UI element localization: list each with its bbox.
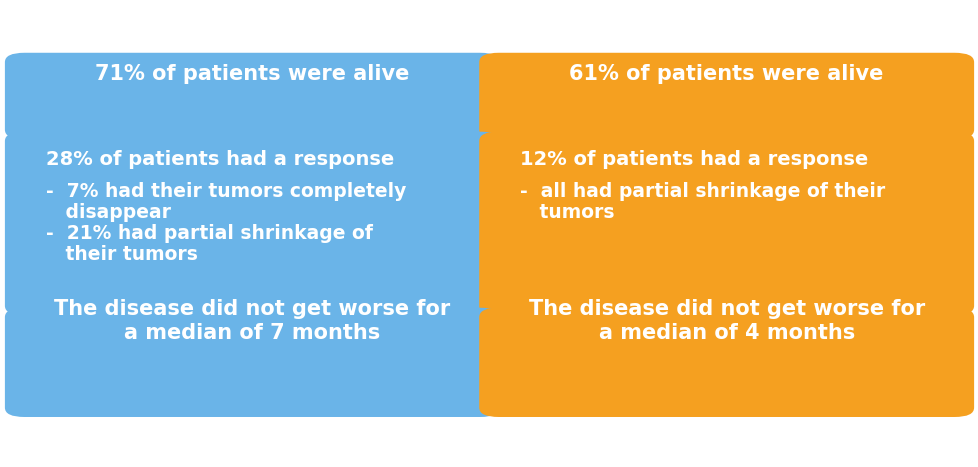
Text: 28% of patients had a response: 28% of patients had a response: [46, 150, 394, 169]
Text: -  7% had their tumors completely: - 7% had their tumors completely: [46, 183, 406, 201]
FancyBboxPatch shape: [478, 308, 973, 417]
FancyBboxPatch shape: [478, 53, 973, 139]
Text: 61% of patients were alive: 61% of patients were alive: [569, 64, 883, 85]
Text: disappear: disappear: [46, 203, 171, 222]
Text: tumors: tumors: [520, 203, 614, 222]
Text: 12% of patients had a response: 12% of patients had a response: [520, 150, 867, 169]
Text: -  all had partial shrinkage of their: - all had partial shrinkage of their: [520, 183, 885, 201]
FancyBboxPatch shape: [5, 53, 499, 139]
Text: their tumors: their tumors: [46, 245, 198, 264]
FancyBboxPatch shape: [478, 132, 973, 315]
Text: The disease did not get worse for: The disease did not get worse for: [54, 299, 450, 319]
Text: -  21% had partial shrinkage of: - 21% had partial shrinkage of: [46, 224, 373, 243]
Text: a median of 4 months: a median of 4 months: [598, 323, 854, 343]
Text: 71% of patients were alive: 71% of patients were alive: [95, 64, 409, 85]
FancyBboxPatch shape: [5, 132, 499, 315]
FancyBboxPatch shape: [5, 308, 499, 417]
Text: The disease did not get worse for: The disease did not get worse for: [528, 299, 924, 319]
Text: a median of 7 months: a median of 7 months: [124, 323, 380, 343]
